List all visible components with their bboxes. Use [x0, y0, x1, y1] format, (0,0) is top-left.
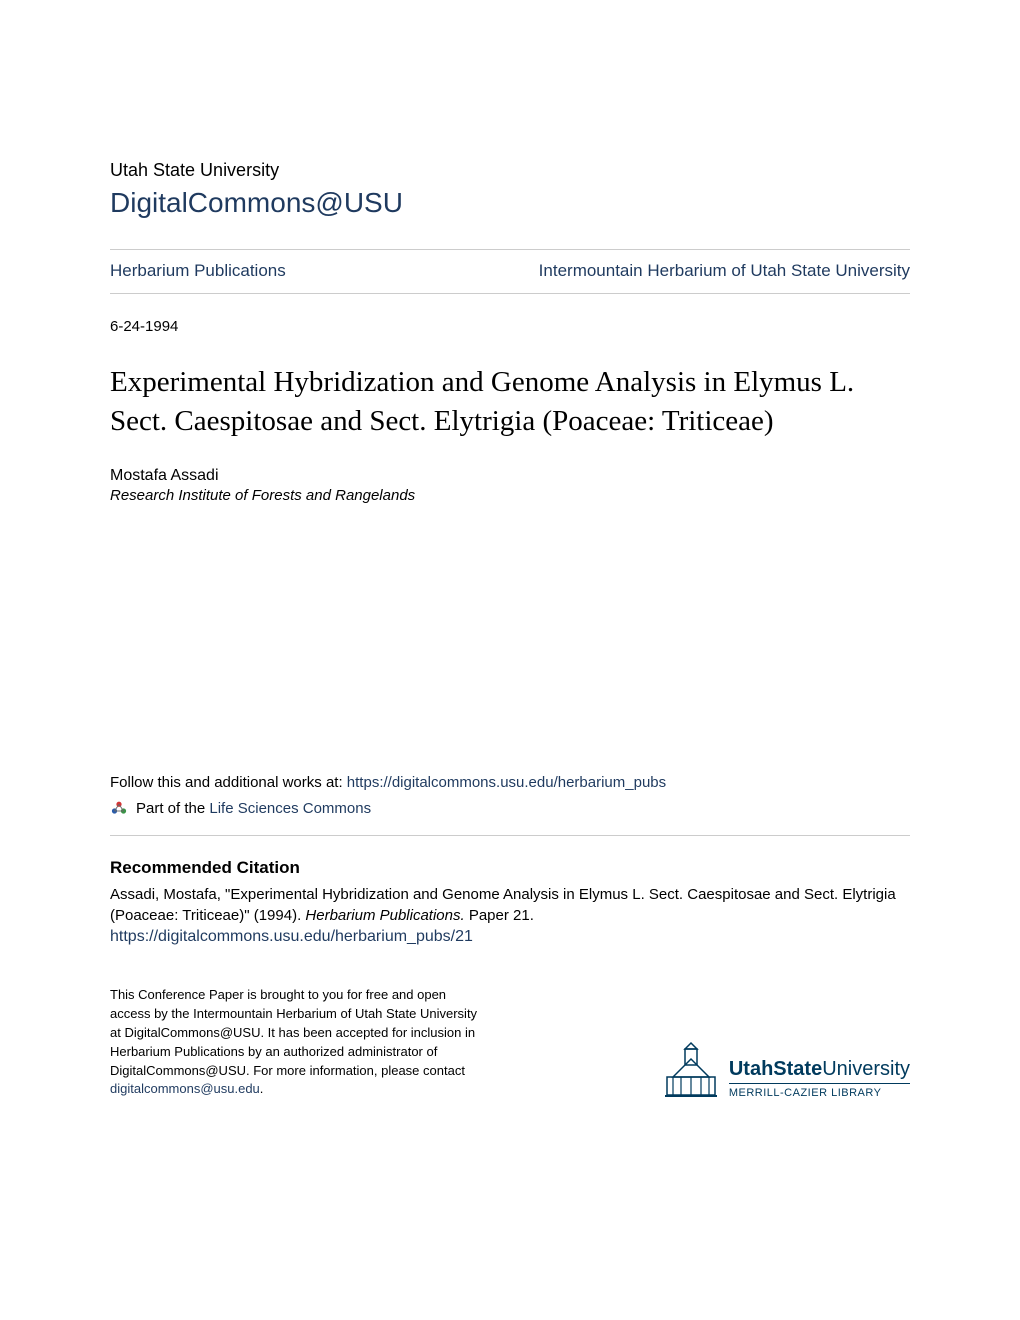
divider [110, 835, 910, 836]
nav-right: Intermountain Herbarium of Utah State Un… [539, 260, 910, 283]
institution-name: Utah State University [110, 160, 910, 181]
paper-title: Experimental Hybridization and Genome An… [110, 363, 910, 441]
footer-text: This Conference Paper is brought to you … [110, 986, 490, 1099]
parent-collection-link[interactable]: Intermountain Herbarium of Utah State Un… [539, 261, 910, 280]
citation-heading: Recommended Citation [110, 858, 910, 878]
author-name: Mostafa Assadi [110, 467, 910, 485]
footer-logo: UtahStateUniversity MERRILL-CAZIER LIBRA… [663, 1039, 910, 1099]
commons-link[interactable]: Life Sciences Commons [209, 800, 371, 817]
part-of-line: Part of the Life Sciences Commons [110, 799, 910, 817]
citation-text: Assadi, Mostafa, "Experimental Hybridiza… [110, 884, 910, 926]
citation-url[interactable]: https://digitalcommons.usu.edu/herbarium… [110, 928, 910, 946]
library-building-icon [663, 1039, 719, 1099]
citation-post: Paper 21. [465, 907, 534, 924]
follow-line: Follow this and additional works at: htt… [110, 774, 910, 791]
footer-row: This Conference Paper is brought to you … [110, 986, 910, 1099]
contact-email[interactable]: digitalcommons@usu.edu [110, 1081, 260, 1096]
follow-link[interactable]: https://digitalcommons.usu.edu/herbarium… [347, 774, 666, 791]
part-of-prefix: Part of the [136, 800, 209, 817]
footer-period: . [260, 1081, 264, 1096]
logo-title-bold: UtahState [729, 1058, 822, 1080]
site-name[interactable]: DigitalCommons@USU [110, 187, 910, 219]
footer-body: This Conference Paper is brought to you … [110, 987, 477, 1077]
logo-text: UtahStateUniversity MERRILL-CAZIER LIBRA… [729, 1058, 910, 1099]
logo-title: UtahStateUniversity [729, 1058, 910, 1081]
network-icon [110, 799, 128, 817]
follow-prefix: Follow this and additional works at: [110, 774, 347, 791]
nav-bar: Herbarium Publications Intermountain Her… [110, 249, 910, 294]
logo-title-light: University [822, 1058, 910, 1080]
site-link[interactable]: DigitalCommons@USU [110, 187, 403, 218]
collection-link[interactable]: Herbarium Publications [110, 261, 286, 280]
author-affiliation: Research Institute of Forests and Rangel… [110, 487, 910, 504]
publication-date: 6-24-1994 [110, 318, 910, 335]
logo-subtitle: MERRILL-CAZIER LIBRARY [729, 1083, 910, 1099]
nav-left: Herbarium Publications [110, 261, 286, 281]
citation-italic: Herbarium Publications. [305, 907, 464, 924]
logo-wrapper: UtahStateUniversity MERRILL-CAZIER LIBRA… [663, 1039, 910, 1099]
